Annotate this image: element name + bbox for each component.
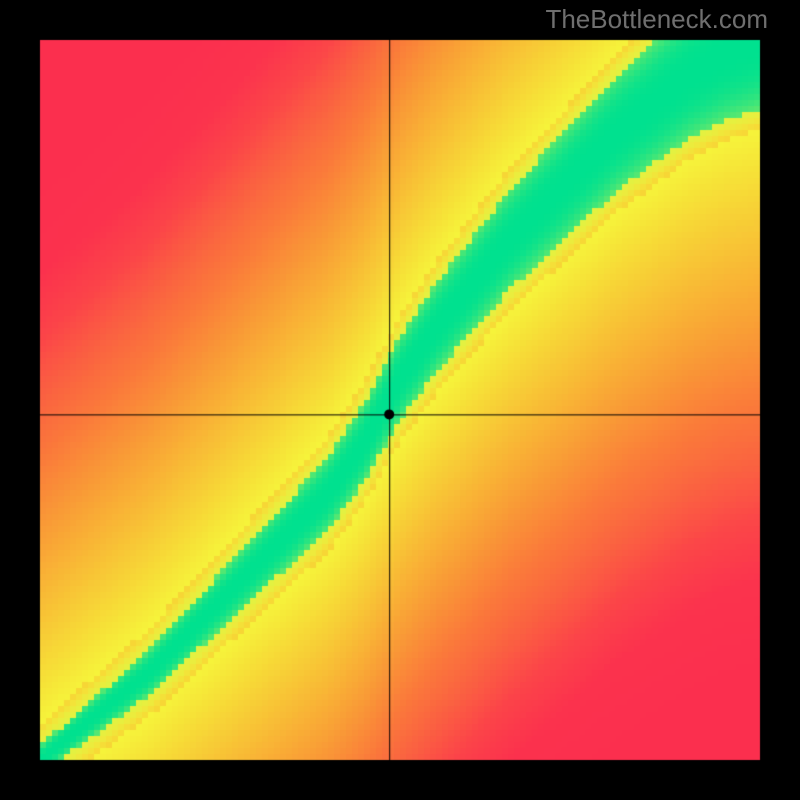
bottleneck-heatmap: [0, 0, 800, 800]
chart-stage: TheBottleneck.com: [0, 0, 800, 800]
